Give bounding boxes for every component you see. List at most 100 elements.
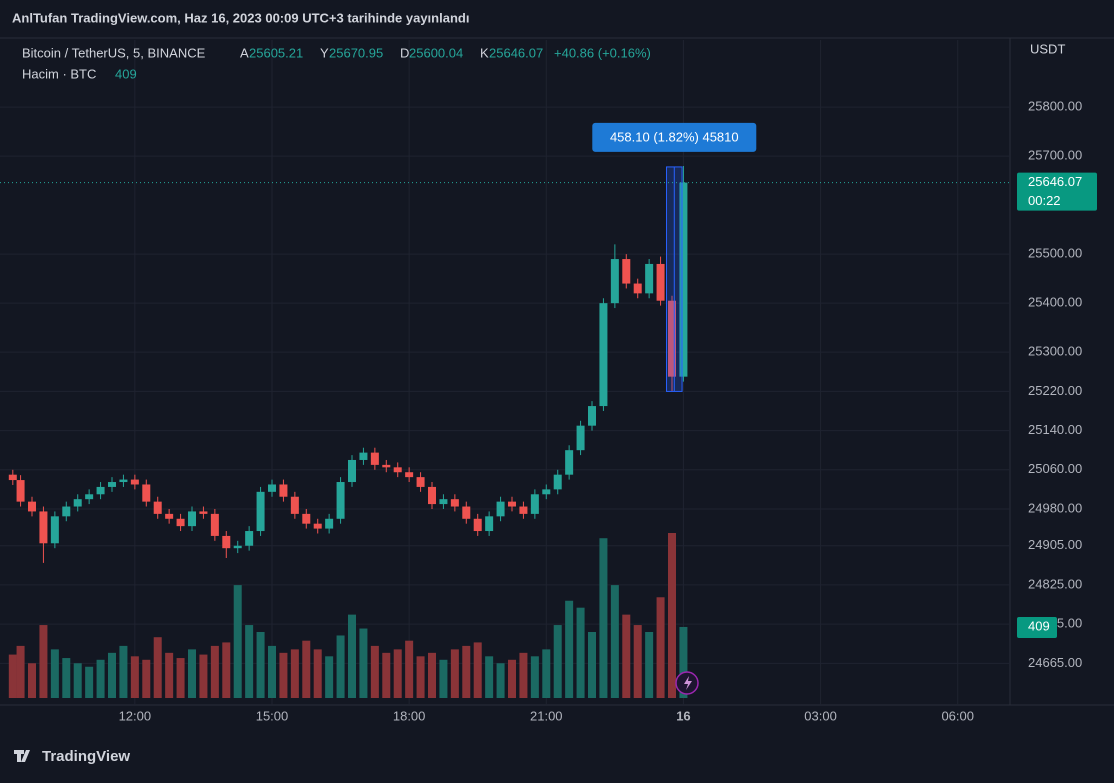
x-tick-label: 12:00 [119, 708, 152, 723]
candle-body [542, 489, 551, 495]
candle-body [222, 535, 231, 549]
volume-bar [450, 649, 459, 698]
candle [245, 526, 254, 551]
legend: Bitcoin / TetherUS, 5, BINANCE Hacim · B… [22, 45, 206, 81]
volume-bar [199, 654, 208, 698]
volume-bar [188, 649, 196, 698]
candle [508, 496, 516, 512]
volume-bar [85, 666, 94, 698]
candle-body [645, 263, 654, 294]
volume-bar [233, 585, 242, 698]
candle-body [39, 511, 48, 544]
candle [142, 479, 151, 507]
ohlc-key: K [480, 45, 489, 60]
candle [108, 477, 116, 492]
y-tick-label: 25700.00 [1028, 148, 1082, 163]
y-tick-label: 25300.00 [1028, 344, 1082, 359]
candle [405, 467, 414, 483]
volume-bar [668, 533, 676, 698]
volume-bar [679, 626, 688, 698]
volume-bar [73, 663, 82, 698]
currency: USDT [1030, 41, 1065, 56]
volume-bar [302, 640, 311, 698]
volume-bar [428, 652, 436, 698]
candle [233, 540, 242, 554]
volume-bar [588, 632, 596, 698]
volume-bar [165, 652, 174, 698]
candle-body [336, 482, 345, 519]
candle [588, 401, 596, 431]
y-tick-label: 24980.00 [1028, 500, 1082, 515]
candle-body [28, 501, 36, 512]
candle [188, 506, 196, 532]
x-tick-label: 03:00 [804, 708, 837, 723]
volume-bar [28, 663, 36, 698]
candle [222, 531, 231, 558]
candle [473, 513, 482, 536]
candle [302, 508, 311, 529]
candle-body [622, 259, 631, 284]
volume-tag-label: 409 [1028, 618, 1050, 633]
y-tick-label: 24665.00 [1028, 655, 1082, 670]
candle [610, 244, 619, 309]
candle-body [519, 506, 528, 514]
ohlc-value: 25646.07 [489, 45, 543, 60]
candle-body [668, 300, 676, 377]
candle-body [325, 518, 334, 529]
candle-body [233, 545, 242, 549]
candle-body [16, 480, 25, 502]
candle [176, 513, 185, 532]
candle-body [530, 494, 539, 514]
candle [130, 474, 139, 490]
candle [153, 496, 162, 519]
volume-bar [62, 658, 71, 698]
volume-bar [119, 645, 128, 698]
volume-bar [645, 632, 654, 698]
x-tick-label: 21:00 [530, 708, 563, 723]
volume-bar [359, 628, 368, 698]
volume-tag [1017, 616, 1057, 638]
volume-bar [153, 637, 162, 698]
candle [50, 511, 59, 549]
candle [199, 506, 208, 519]
volume-bar [210, 645, 219, 698]
candle-body [508, 501, 516, 507]
x-tick-label: 06:00 [941, 708, 974, 723]
candle-body [576, 425, 585, 451]
volume-bar [542, 649, 551, 698]
y-tick-label: 24825.00 [1028, 576, 1082, 591]
candle [393, 462, 402, 478]
candle-body [359, 452, 368, 460]
candle [439, 494, 448, 509]
volume-bar [370, 645, 379, 698]
volume-bar [39, 625, 48, 698]
volume-bar [108, 652, 116, 698]
candle [39, 506, 48, 563]
volume-bar [50, 649, 59, 698]
candle-body [165, 513, 174, 519]
candle-body [8, 474, 17, 481]
candle-body [450, 499, 459, 507]
candle-body [588, 406, 596, 426]
volume-bar [416, 656, 425, 698]
candle [519, 501, 528, 519]
candle [8, 469, 17, 485]
logo-icon [14, 750, 30, 762]
candle [313, 518, 322, 534]
volume-bar [622, 614, 631, 698]
y-tick-label: 25400.00 [1028, 295, 1082, 310]
candle [622, 254, 631, 289]
volume-bar [313, 649, 322, 698]
last-price: 25646.07 [1028, 174, 1082, 189]
volume-bar [176, 658, 185, 698]
candle [599, 298, 608, 411]
candle-body [256, 491, 265, 532]
candle [668, 295, 676, 392]
volume-bar [473, 642, 482, 698]
volume-bar [245, 625, 254, 698]
y-tick-label: 25500.00 [1028, 246, 1082, 261]
ohlc-key: A [240, 45, 249, 60]
volume-bar [656, 597, 665, 698]
y-tick-label: 25800.00 [1028, 99, 1082, 114]
volume-bar [553, 625, 562, 698]
